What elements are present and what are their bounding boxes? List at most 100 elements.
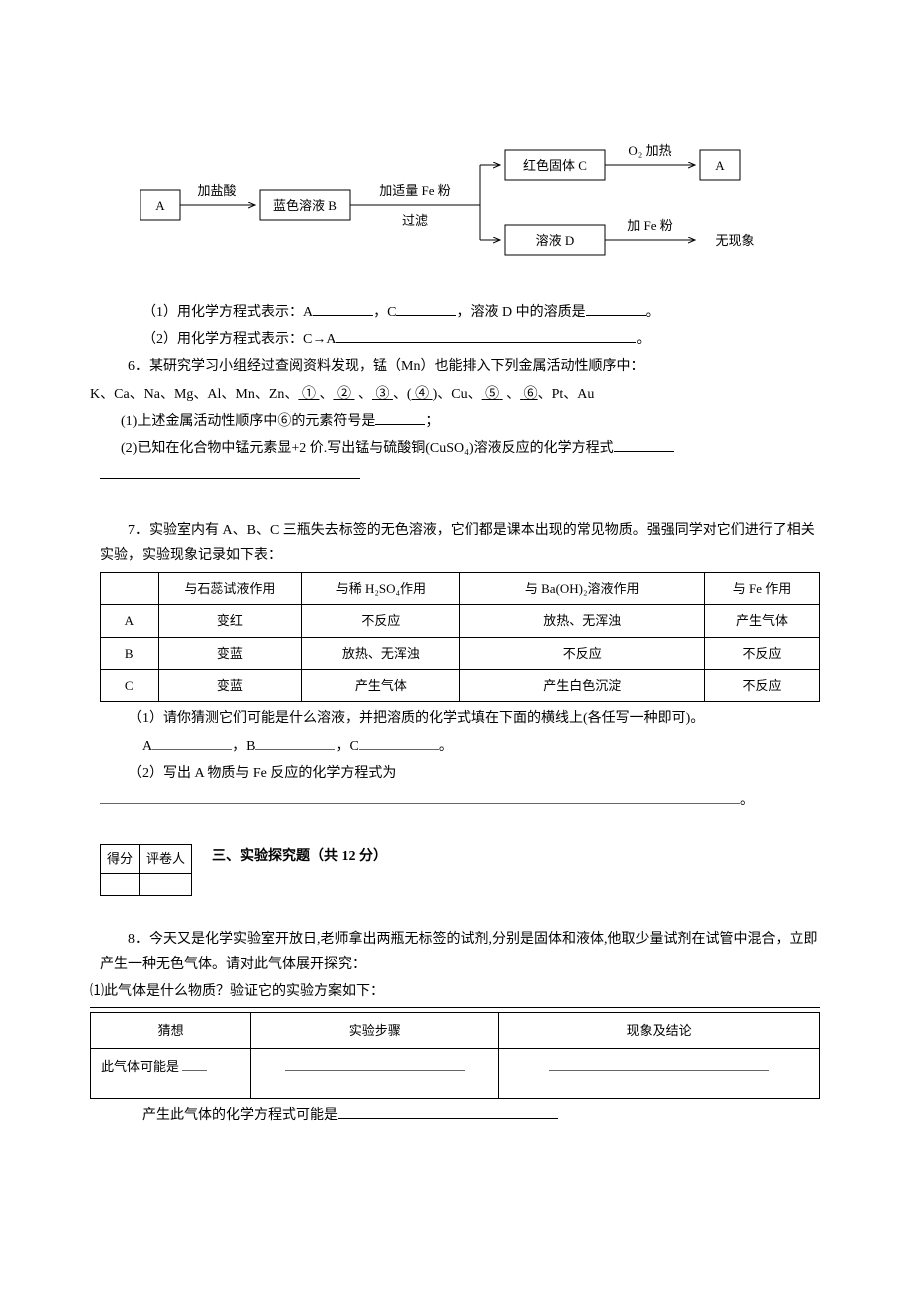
th-3: 与 Ba(OH)₂溶液作用	[460, 572, 704, 604]
q6-part2: (2)已知在化合物中锰元素显+2 价.写出锰与硫酸铜(CuSO₄)溶液反应的化学…	[100, 436, 820, 461]
text-no-change: 无现象	[715, 233, 754, 248]
q6-series-prefix: K、Ca、Na、Mg、Al、Mn、Zn、	[90, 387, 298, 402]
box-a2: A	[715, 158, 725, 173]
section3-header: 得分 评卷人 三、实验探究题（共 12 分）	[100, 840, 820, 899]
cell: 不反应	[704, 637, 819, 669]
circ2: ②	[333, 387, 354, 402]
q7-lb: ，B	[232, 739, 255, 754]
label-filter: 过滤	[402, 213, 428, 228]
th-4: 与 Fe 作用	[704, 572, 819, 604]
blank-q6-2a	[614, 438, 674, 452]
q7-part2-blank: 。	[100, 788, 820, 813]
cell: 放热、无浑浊	[460, 605, 704, 637]
score-cell	[101, 873, 140, 895]
table-row: C 变蓝 产生气体 产生白色沉淀 不反应	[101, 670, 820, 702]
blank-c	[396, 302, 456, 316]
section3-title: 三、实验探究题（共 12 分）	[100, 840, 820, 869]
cell: 不反应	[302, 605, 460, 637]
blank-q8-guess	[182, 1058, 207, 1071]
cell: 变蓝	[158, 637, 302, 669]
circ3: ③	[372, 387, 393, 402]
circ1: ①	[298, 387, 319, 402]
grader-cell	[140, 873, 192, 895]
blank-q6-1	[375, 411, 425, 425]
th-0	[101, 572, 159, 604]
blank-a	[313, 302, 373, 316]
q8-equation: 产生此气体的化学方程式可能是	[100, 1103, 820, 1128]
q6-p2-text: (2)已知在化合物中锰元素显+2 价.写出锰与硫酸铜(CuSO₄)溶液反应的化学…	[121, 441, 614, 456]
q8-eq-prefix: 产生此气体的化学方程式可能是	[142, 1108, 338, 1123]
circ6: ⑥	[520, 387, 538, 402]
q7-la: A	[142, 739, 152, 754]
blank-d	[586, 302, 646, 316]
blank-q7-c	[359, 736, 439, 750]
q5-line1: （1）用化学方程式表示：A ，C ，溶液 D 中的溶质是 。	[100, 300, 820, 325]
q6-blank-line	[100, 463, 820, 488]
q7-intro: 7．实验室内有 A、B、C 三瓶失去标签的无色溶液，它们都是课本出现的常见物质。…	[100, 518, 820, 568]
q5-1-d: ，溶液 D 中的溶质是	[456, 305, 585, 320]
q8-part1-heading: ⑴此气体是什么物质？验证它的实验方案如下：	[90, 979, 820, 1007]
flowchart-diagram: A 加盐酸 蓝色溶液 B 加适量 Fe 粉 过滤 红色固体 C 溶液 D O₂ …	[90, 140, 830, 270]
cell: 不反应	[460, 637, 704, 669]
cell: 变蓝	[158, 670, 302, 702]
circ4: ④	[412, 387, 433, 402]
q8-table: 猜想 实验步骤 现象及结论 此气体可能是	[90, 1012, 820, 1100]
q6-intro: 6．某研究学习小组经过查阅资料发现，锰（Mn）也能排入下列金属活动性顺序中：	[100, 354, 820, 379]
blank-q8-result	[549, 1058, 769, 1071]
q5-1-end: 。	[646, 305, 660, 320]
q5-2-end: 。	[636, 332, 650, 347]
q8-intro: 8．今天又是化学实验室开放日,老师拿出两瓶无标签的试剂,分别是固体和液体,他取少…	[100, 927, 820, 977]
q5-1-c: ，C	[373, 305, 396, 320]
q7-table: 与石蕊试液作用 与稀 H₂SO₄作用 与 Ba(OH)₂溶液作用 与 Fe 作用…	[100, 572, 820, 703]
blank-q8-eq	[338, 1105, 558, 1119]
q7-abc: A ，B ，C 。	[100, 734, 820, 759]
main-content: （1）用化学方程式表示：A，C，溶液 D 中的溶质是。 （2）用化学方程式表示：…	[90, 300, 830, 1128]
q8-header-row: 猜想 实验步骤 现象及结论	[91, 1012, 820, 1048]
q8-th-1: 实验步骤	[251, 1012, 499, 1048]
q7-part1: （1）请你猜测它们可能是什么溶液，并把溶质的化学式填在下面的横线上(各任写一种即…	[100, 706, 820, 731]
box-c: 红色固体 C	[523, 158, 587, 173]
q6-part1: (1)上述金属活动性顺序中⑥的元素符号是 ；	[100, 409, 820, 434]
q5-2-prefix: （2）用化学方程式表示：C→A	[142, 332, 336, 347]
q6-p1-text: (1)上述金属活动性顺序中⑥的元素符号是	[121, 414, 375, 429]
q8-row: 此气体可能是	[91, 1048, 820, 1098]
cell: C	[101, 670, 159, 702]
table-row: A 变红 不反应 放热、无浑浊 产生气体	[101, 605, 820, 637]
cell: 产生气体	[704, 605, 819, 637]
grader-header: 评卷人	[140, 845, 192, 873]
table-row: B 变蓝 放热、无浑浊 不反应 不反应	[101, 637, 820, 669]
cell: 产生气体	[302, 670, 460, 702]
q6-end: Pt、Au	[552, 387, 595, 402]
label-fe-powder: 加适量 Fe 粉	[379, 183, 451, 198]
blank-q7-b	[255, 736, 335, 750]
q8-th-0: 猜想	[91, 1012, 251, 1048]
cell: A	[101, 605, 159, 637]
label-o2-heat: O₂ 加热	[628, 143, 671, 158]
cell: B	[101, 637, 159, 669]
q5-line2: （2）用化学方程式表示：C→A 。	[100, 327, 820, 352]
cell: 产生白色沉淀	[460, 670, 704, 702]
q7-p2-end: 。	[740, 793, 754, 808]
q7-p1-end: 。	[439, 739, 453, 754]
box-a: A	[155, 198, 165, 213]
q6-series: K、Ca、Na、Mg、Al、Mn、Zn、 ① 、 ② 、 ③ 、( ④ )、Cu…	[90, 382, 820, 407]
q8-result-cell	[499, 1048, 820, 1098]
score-header: 得分	[101, 845, 140, 873]
q8-guess-cell: 此气体可能是	[91, 1048, 251, 1098]
box-d: 溶液 D	[536, 233, 575, 248]
flowchart-svg: A 加盐酸 蓝色溶液 B 加适量 Fe 粉 过滤 红色固体 C 溶液 D O₂ …	[140, 140, 780, 270]
q6-p1-end: ；	[425, 414, 439, 429]
q8-steps-cell	[251, 1048, 499, 1098]
q7-lc: ，C	[335, 739, 358, 754]
cell: 放热、无浑浊	[302, 637, 460, 669]
q5-1-prefix: （1）用化学方程式表示：A	[142, 305, 313, 320]
cell: 不反应	[704, 670, 819, 702]
q8-guess-prefix: 此气体可能是	[101, 1059, 179, 1074]
circ5: ⑤	[482, 387, 503, 402]
table-header-row: 与石蕊试液作用 与稀 H₂SO₄作用 与 Ba(OH)₂溶液作用 与 Fe 作用	[101, 572, 820, 604]
blank-q6-2b	[100, 465, 360, 479]
box-b: 蓝色溶液 B	[273, 198, 337, 213]
cell: 变红	[158, 605, 302, 637]
blank-ca	[336, 329, 636, 343]
q8-th-2: 现象及结论	[499, 1012, 820, 1048]
